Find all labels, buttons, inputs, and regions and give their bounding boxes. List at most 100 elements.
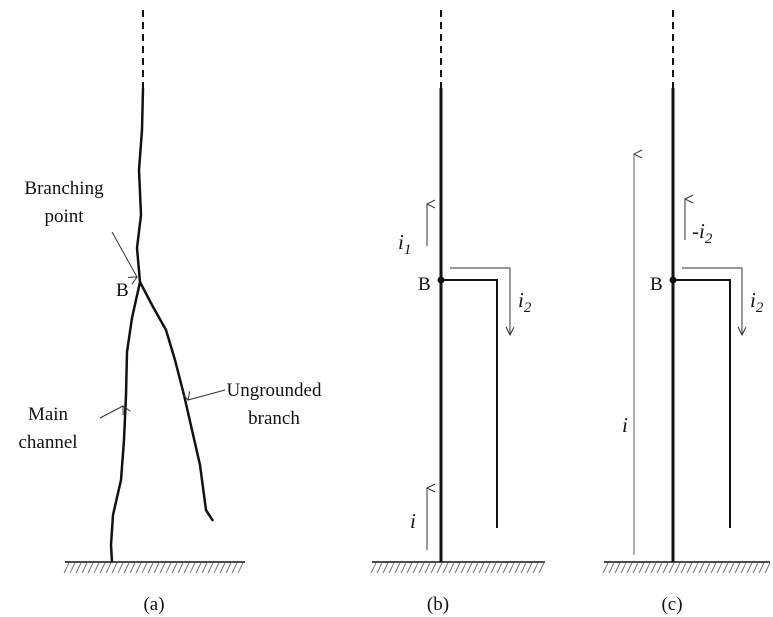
hatch-line — [627, 563, 632, 573]
hatch-line — [461, 563, 466, 573]
hatch-line — [515, 563, 520, 573]
current-subscript: 1 — [404, 242, 412, 258]
hatch-line — [142, 563, 147, 573]
hatch-line — [621, 563, 626, 573]
hatch-line — [663, 563, 668, 573]
figure: Branching point B Ungrounded branch Main… — [0, 0, 773, 617]
hatch-line — [377, 563, 382, 573]
ground-hatching — [64, 563, 770, 573]
hatch-line — [539, 563, 544, 573]
hatch-line — [681, 563, 686, 573]
hatch-line — [220, 563, 225, 573]
hatch-line — [371, 563, 376, 573]
hatch-line — [657, 563, 662, 573]
hatch-line — [705, 563, 710, 573]
current-arrow — [682, 268, 742, 335]
hatch-line — [419, 563, 424, 573]
hatch-line — [753, 563, 758, 573]
hatch-line — [232, 563, 237, 573]
hatch-line — [407, 563, 412, 573]
hatch-line — [615, 563, 620, 573]
label: point — [44, 206, 84, 227]
current-label: i2 — [518, 288, 532, 316]
hatch-line — [669, 563, 674, 573]
hatch-line — [190, 563, 195, 573]
hatch-line — [112, 563, 117, 573]
hatch-line — [485, 563, 490, 573]
hatch-line — [609, 563, 614, 573]
current-symbol: -i — [692, 219, 705, 243]
hatch-line — [226, 563, 231, 573]
hatch-line — [154, 563, 159, 573]
hatch-line — [118, 563, 123, 573]
hatch-line — [94, 563, 99, 573]
hatch-line — [717, 563, 722, 573]
label: branch — [248, 408, 300, 429]
hatch-line — [467, 563, 472, 573]
panel-a — [65, 10, 245, 562]
current-arrow — [450, 268, 510, 335]
node-label: B — [650, 274, 663, 295]
current-label: i2 — [750, 288, 764, 316]
label: Main — [28, 404, 69, 425]
hatch-line — [64, 563, 69, 573]
hatch-line — [160, 563, 165, 573]
pointer — [112, 232, 137, 277]
hatch-line — [76, 563, 81, 573]
hatch-line — [633, 563, 638, 573]
branch — [441, 280, 497, 528]
current-label: i — [622, 413, 628, 437]
hatch-line — [172, 563, 177, 573]
hatch-line — [383, 563, 388, 573]
hatch-line — [687, 563, 692, 573]
hatch-line — [693, 563, 698, 573]
caption: (c) — [661, 594, 682, 615]
hatch-line — [723, 563, 728, 573]
hatch-line — [509, 563, 514, 573]
main-channel — [111, 88, 143, 562]
hatch-line — [603, 563, 608, 573]
current-subscript: 2 — [705, 231, 713, 247]
hatch-line — [747, 563, 752, 573]
node — [670, 277, 677, 284]
panel-c — [604, 10, 770, 562]
hatch-line — [395, 563, 400, 573]
pointer — [100, 406, 123, 418]
caption: (b) — [427, 594, 449, 615]
hatch-line — [759, 563, 764, 573]
current-subscript: 2 — [756, 300, 764, 316]
hatch-line — [166, 563, 171, 573]
hatch-line — [449, 563, 454, 573]
node-label: B — [418, 274, 431, 295]
hatch-line — [431, 563, 436, 573]
hatch-line — [148, 563, 153, 573]
hatch-line — [729, 563, 734, 573]
current-subscript: 2 — [524, 300, 532, 316]
hatch-line — [425, 563, 430, 573]
hatch-line — [741, 563, 746, 573]
current-label: i — [410, 509, 416, 533]
hatch-line — [443, 563, 448, 573]
hatch-line — [675, 563, 680, 573]
hatch-line — [491, 563, 496, 573]
caption: (a) — [143, 594, 164, 615]
hatch-line — [521, 563, 526, 573]
hatch-line — [645, 563, 650, 573]
hatch-line — [527, 563, 532, 573]
hatch-line — [413, 563, 418, 573]
hatch-line — [208, 563, 213, 573]
hatch-line — [497, 563, 502, 573]
hatch-line — [455, 563, 460, 573]
hatch-line — [196, 563, 201, 573]
hatch-line — [178, 563, 183, 573]
hatch-line — [389, 563, 394, 573]
pointer — [188, 390, 225, 400]
hatch-line — [70, 563, 75, 573]
hatch-line — [437, 563, 442, 573]
current-label: -i2 — [692, 219, 713, 247]
label: channel — [18, 432, 77, 453]
hatch-line — [401, 563, 406, 573]
panel-b — [372, 10, 545, 562]
hatch-line — [124, 563, 129, 573]
hatch-line — [214, 563, 219, 573]
